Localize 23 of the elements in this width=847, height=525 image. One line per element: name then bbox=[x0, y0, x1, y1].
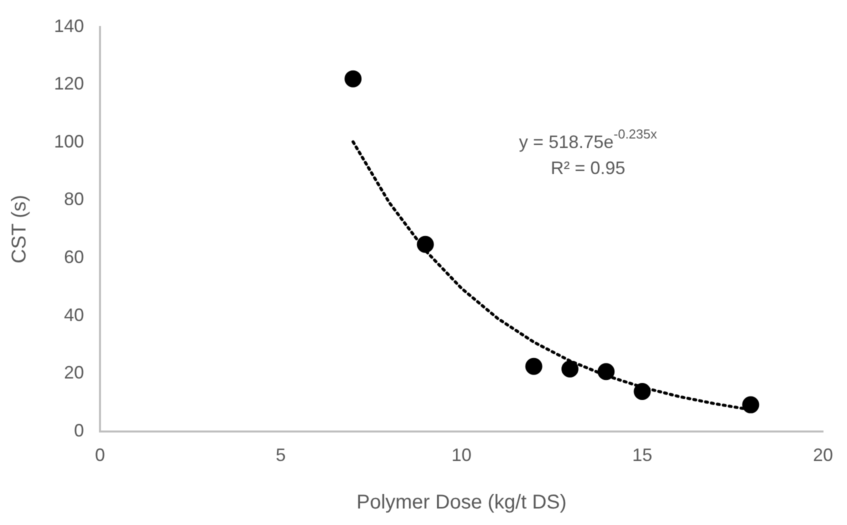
y-tick-label: 120 bbox=[54, 74, 84, 94]
y-tick-label: 100 bbox=[54, 131, 84, 152]
x-tick-label: 0 bbox=[95, 445, 106, 466]
point bbox=[416, 236, 434, 253]
x-tick-label: 5 bbox=[276, 445, 286, 466]
point bbox=[634, 383, 651, 400]
x-tick-label: 15 bbox=[632, 445, 652, 466]
point bbox=[742, 396, 760, 414]
y-tick-label: 140 bbox=[54, 16, 84, 36]
point bbox=[598, 363, 615, 380]
x-axis-title: Polymer Dose (kg/t DS) bbox=[356, 492, 567, 514]
annotation: R² = 0.95 bbox=[550, 158, 626, 178]
y-tick-label: 60 bbox=[64, 246, 84, 267]
y-tick-label: 0 bbox=[74, 420, 84, 440]
y-axis-title: CST (s) bbox=[8, 194, 31, 264]
y-tick-label: 40 bbox=[64, 304, 84, 325]
point bbox=[344, 70, 362, 88]
point bbox=[561, 360, 578, 378]
y-tick-label: 20 bbox=[64, 362, 84, 383]
y-tick-label: 80 bbox=[64, 189, 84, 210]
point bbox=[525, 358, 542, 375]
x-tick-label: 20 bbox=[812, 445, 834, 466]
x-tick-label: 10 bbox=[451, 445, 472, 466]
